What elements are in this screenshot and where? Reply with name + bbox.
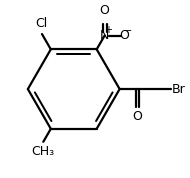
Text: Br: Br (172, 83, 186, 96)
Text: O: O (119, 29, 129, 42)
Text: −: − (124, 26, 132, 36)
Text: CH₃: CH₃ (31, 145, 54, 158)
Text: O: O (132, 110, 142, 123)
Text: +: + (105, 25, 112, 35)
Text: O: O (100, 4, 110, 17)
Text: N: N (100, 29, 109, 42)
Text: Cl: Cl (35, 17, 47, 30)
